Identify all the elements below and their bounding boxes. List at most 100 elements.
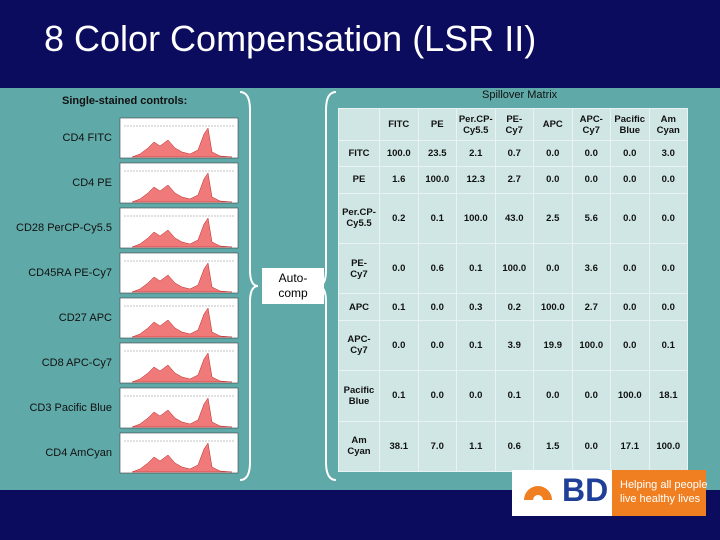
cell: 0.1 <box>456 242 496 295</box>
cell: 2.7 <box>571 293 611 321</box>
column-header: PE- Cy7 <box>494 108 534 141</box>
cell: 2.1 <box>456 139 496 168</box>
cell: 3.9 <box>494 319 534 372</box>
histogram <box>119 342 239 384</box>
cell: 0.0 <box>533 139 573 168</box>
cell: 0.2 <box>379 192 419 245</box>
cell: 0.6 <box>417 242 457 295</box>
cell: 0.1 <box>417 192 457 245</box>
cell: 0.1 <box>379 370 419 422</box>
cell: 100.0 <box>610 370 650 422</box>
cell: 0.0 <box>610 293 650 321</box>
cell: 0.1 <box>494 370 534 422</box>
cell: 0.0 <box>648 166 688 194</box>
cell: 23.5 <box>417 139 457 168</box>
cell: 100.0 <box>648 420 688 473</box>
cell: 0.0 <box>417 370 457 422</box>
cell: 0.2 <box>494 293 534 321</box>
cell: 100.0 <box>494 242 534 295</box>
tagline: Helping all people live healthy lives <box>620 479 708 505</box>
cell: 2.5 <box>533 192 573 245</box>
cell: 17.1 <box>610 420 650 473</box>
cell: 7.0 <box>417 420 457 473</box>
row-header: FITC <box>338 139 380 168</box>
cell: 0.0 <box>533 242 573 295</box>
cell: 0.0 <box>571 139 611 168</box>
cell: 0.0 <box>571 166 611 194</box>
cell: 1.1 <box>456 420 496 473</box>
cell: 0.1 <box>648 319 688 372</box>
table-row: APC- Cy7 0.0 0.0 0.1 3.9 19.9 100.0 0.0 0.1 <box>338 319 688 372</box>
logo-box <box>512 470 612 516</box>
cell: 3.0 <box>648 139 688 168</box>
cell: 100.0 <box>533 293 573 321</box>
cell: 43.0 <box>494 192 534 245</box>
row-header: Am Cyan <box>338 420 380 473</box>
autocomp-box: Auto- comp <box>262 268 324 304</box>
column-header: Am Cyan <box>648 108 688 141</box>
controls-heading: Single-stained controls: <box>62 95 188 107</box>
cell: 0.0 <box>571 420 611 473</box>
histogram <box>119 432 239 474</box>
cell: 18.1 <box>648 370 688 422</box>
table-row: Pacific Blue 0.1 0.0 0.0 0.1 0.0 0.0 100.0 18.1 <box>338 370 688 422</box>
row-header: APC <box>338 293 380 321</box>
table-row: Per.CP- Cy5.5 0.2 0.1 100.0 43.0 2.5 5.6 0.0 0.0 <box>338 192 688 245</box>
control-label: CD4 FITC <box>62 132 113 144</box>
cell: 12.3 <box>456 166 496 194</box>
cell: 0.7 <box>494 139 534 168</box>
cell: 0.0 <box>648 192 688 245</box>
cell: 0.0 <box>610 166 650 194</box>
control-label: CD3 Pacific Blue <box>29 402 112 414</box>
cell: 1.6 <box>379 166 419 194</box>
row-header: PE- Cy7 <box>338 242 380 295</box>
cell: 0.6 <box>494 420 534 473</box>
cell: 0.0 <box>533 166 573 194</box>
cell: 38.1 <box>379 420 419 473</box>
cell: 0.0 <box>379 319 419 372</box>
cell: 100.0 <box>571 319 611 372</box>
cell: 0.0 <box>610 242 650 295</box>
histogram <box>119 387 239 429</box>
cell: 0.0 <box>417 293 457 321</box>
histogram <box>119 297 239 339</box>
slide-title: 8 Color Compensation (LSR II) <box>44 18 537 59</box>
column-header: Pacific Blue <box>610 108 650 141</box>
cell: 3.6 <box>571 242 611 295</box>
cell: 100.0 <box>379 139 419 168</box>
cell: 0.0 <box>571 370 611 422</box>
column-header: FITC <box>379 108 419 141</box>
cell: 100.0 <box>417 166 457 194</box>
cell: 2.7 <box>494 166 534 194</box>
column-header: Per.CP- Cy5.5 <box>456 108 496 141</box>
table-row: FITC 100.0 23.5 2.1 0.7 0.0 0.0 0.0 3.0 <box>338 139 688 168</box>
cell: 0.0 <box>533 370 573 422</box>
cell: 5.6 <box>571 192 611 245</box>
table-caption: Spillover Matrix <box>482 89 558 101</box>
logo-text: BD <box>562 472 609 508</box>
column-header: PE <box>417 108 457 141</box>
table-row: APC 0.1 0.0 0.3 0.2 100.0 2.7 0.0 0.0 <box>338 293 688 321</box>
control-label: CD28 PerCP-Cy5.5 <box>16 222 112 234</box>
row-header: Per.CP- Cy5.5 <box>338 192 380 245</box>
control-label: CD45RA PE-Cy7 <box>28 267 112 279</box>
control-label: CD27 APC <box>58 312 112 324</box>
cell: 0.0 <box>456 370 496 422</box>
tagline-box <box>612 470 706 516</box>
cell: 1.5 <box>533 420 573 473</box>
cell: 0.0 <box>610 319 650 372</box>
cell: 0.0 <box>648 293 688 321</box>
cell: 0.1 <box>456 319 496 372</box>
row-header: APC- Cy7 <box>338 319 380 372</box>
histogram <box>119 162 239 204</box>
cell: 0.0 <box>610 192 650 245</box>
cell: 0.3 <box>456 293 496 321</box>
header-row: FITC PE Per.CP- Cy5.5 PE- Cy7 APC APC- Cy7 Pac… <box>338 108 688 141</box>
cell: 0.1 <box>379 293 419 321</box>
table-row: PE- Cy7 0.0 0.6 0.1 100.0 0.0 3.6 0.0 0.0 <box>338 242 688 295</box>
cell: 19.9 <box>533 319 573 372</box>
row-header: PE <box>338 166 380 194</box>
table-row: PE 1.6 100.0 12.3 2.7 0.0 0.0 0.0 0.0 <box>338 166 688 194</box>
cell: 0.0 <box>648 242 688 295</box>
